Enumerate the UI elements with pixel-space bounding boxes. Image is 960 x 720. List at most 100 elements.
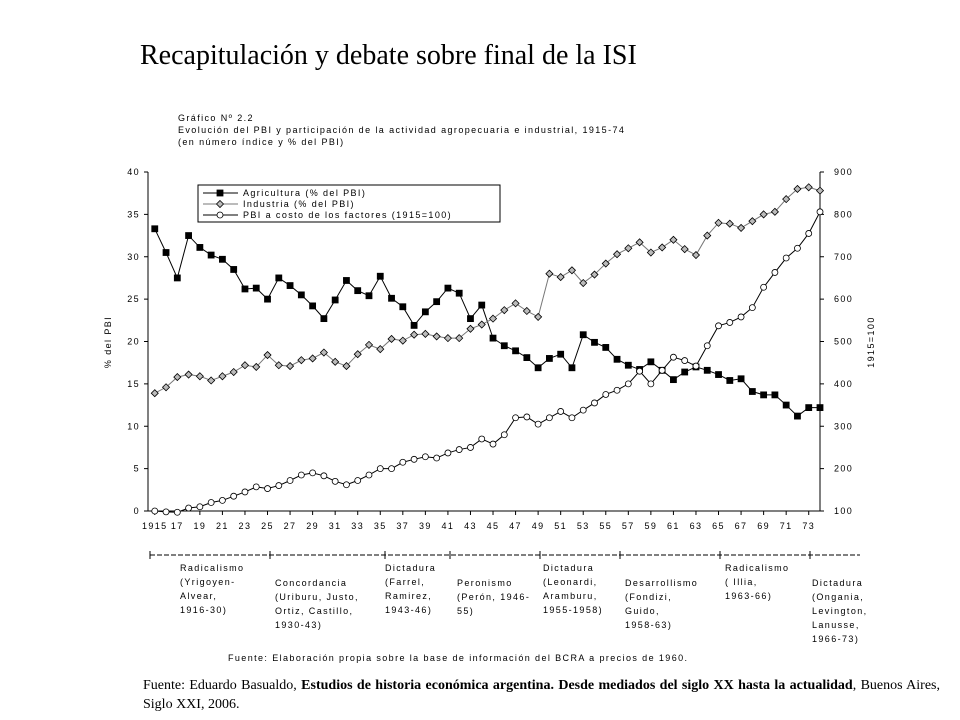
- chart-subtitle: (en número índice y % del PBI): [178, 137, 345, 147]
- marker: [309, 469, 317, 477]
- marker: [624, 361, 632, 369]
- period-label: (Leonardi,: [543, 577, 598, 587]
- marker: [398, 336, 407, 345]
- marker: [522, 306, 531, 316]
- marker: [264, 295, 271, 303]
- slide-title: Recapitulación y debate sobre final de l…: [140, 40, 637, 71]
- marker: [703, 231, 712, 240]
- marker: [804, 183, 813, 192]
- period-label: Dictadura: [385, 563, 436, 573]
- source-part: , Buenos Aires, Siglo XXI, 2006.: [143, 678, 940, 712]
- marker: [602, 344, 610, 351]
- period-label: 1958-63): [625, 620, 672, 630]
- chart: Gráfico Nº 2.2 Evolución del PBI y partic…: [103, 113, 876, 663]
- marker: [365, 292, 373, 300]
- marker: [805, 404, 813, 412]
- marker: [478, 301, 486, 309]
- marker: [444, 284, 452, 292]
- source-part: Estudios de historia económica argentina…: [301, 678, 853, 693]
- marker: [568, 414, 576, 422]
- marker: [286, 362, 295, 371]
- marker: [635, 238, 644, 247]
- marker: [240, 361, 250, 370]
- marker: [613, 355, 621, 363]
- marker: [185, 232, 192, 239]
- period-label: Concordancia: [275, 578, 347, 588]
- marker: [196, 244, 204, 251]
- x-tick-label: 27: [284, 521, 297, 531]
- x-tick-label: 57: [622, 521, 635, 531]
- marker: [173, 373, 182, 382]
- marker: [489, 440, 497, 448]
- marker: [658, 243, 667, 252]
- x-tick-label: 45: [487, 521, 500, 531]
- marker: [794, 412, 801, 420]
- marker: [816, 404, 824, 412]
- marker: [319, 348, 328, 357]
- marker: [297, 356, 306, 365]
- marker: [421, 453, 429, 461]
- y-tick-label: 0: [134, 506, 140, 516]
- marker: [297, 471, 305, 479]
- marker: [196, 503, 204, 511]
- marker: [275, 274, 283, 282]
- marker: [433, 298, 441, 306]
- marker: [343, 481, 350, 489]
- y-tick-label: 40: [127, 167, 140, 177]
- period-label: Radicalismo: [180, 563, 244, 573]
- marker: [218, 372, 227, 381]
- x-tick-label: 41: [442, 521, 455, 531]
- marker: [478, 435, 486, 443]
- chart-subtitle: Evolución del PBI y participación de la …: [178, 125, 625, 135]
- marker: [173, 508, 181, 516]
- marker: [658, 366, 666, 374]
- period-label: 1943-46): [385, 605, 432, 615]
- period-label: 1955-1958): [543, 605, 603, 615]
- marker: [230, 492, 238, 500]
- marker: [793, 184, 802, 194]
- marker: [579, 331, 587, 339]
- marker: [185, 504, 192, 512]
- marker: [500, 342, 508, 350]
- x-tick-label: 31: [329, 521, 342, 531]
- marker: [207, 251, 215, 259]
- marker: [770, 207, 779, 216]
- marker: [534, 420, 542, 428]
- marker: [286, 477, 294, 484]
- marker: [782, 254, 790, 262]
- x-tick-label: 73: [802, 521, 815, 531]
- marker: [376, 272, 384, 280]
- y2-tick-label: 200: [834, 464, 853, 474]
- marker: [365, 471, 373, 479]
- marker: [759, 210, 768, 219]
- marker: [726, 377, 734, 384]
- period-label: Alvear,: [180, 591, 217, 601]
- marker: [601, 259, 610, 268]
- marker: [669, 235, 678, 244]
- marker: [286, 282, 294, 289]
- marker: [263, 350, 272, 360]
- y2-tick-label: 100: [834, 506, 853, 516]
- marker: [534, 364, 542, 372]
- marker: [399, 303, 407, 311]
- marker: [726, 319, 734, 326]
- marker: [647, 358, 655, 366]
- y-axis-label: % del PBI: [103, 316, 113, 368]
- marker: [715, 322, 722, 330]
- marker: [264, 485, 271, 492]
- marker: [613, 386, 621, 394]
- marker: [241, 285, 249, 293]
- marker: [557, 350, 565, 358]
- legend-marker: [216, 211, 224, 219]
- marker: [195, 372, 204, 381]
- marker: [500, 306, 509, 315]
- marker: [252, 284, 260, 292]
- period-label: Lanusse,: [812, 620, 860, 630]
- marker: [591, 338, 598, 346]
- period-label: Aramburu,: [543, 591, 598, 601]
- marker: [612, 250, 622, 259]
- x-tick-label: 17: [171, 521, 184, 531]
- marker: [376, 345, 385, 354]
- period-label: Radicalismo: [725, 563, 789, 573]
- marker: [219, 497, 226, 504]
